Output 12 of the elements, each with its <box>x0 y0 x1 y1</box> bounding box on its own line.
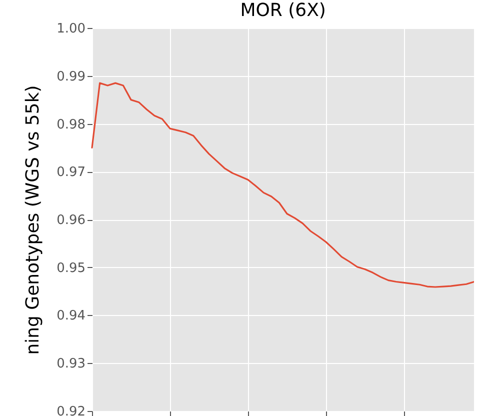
y-tick-label: 0.94 <box>56 308 86 324</box>
y-tick-label: 0.97 <box>56 165 86 180</box>
y-tick-label: 1.00 <box>56 22 86 37</box>
y-axis-title: ning Genotypes (WGS vs 55k) <box>22 85 44 355</box>
y-tick-label: 0.98 <box>56 117 86 132</box>
y-tick-label: 0.92 <box>56 404 86 416</box>
chart-title: MOR (6X) <box>240 0 326 22</box>
y-tick-label: 0.96 <box>56 213 86 228</box>
y-tick-label: 0.99 <box>56 69 86 84</box>
line-series <box>91 82 474 288</box>
y-tick-label: 0.93 <box>56 356 86 372</box>
y-tick-label: 0.95 <box>56 260 86 276</box>
